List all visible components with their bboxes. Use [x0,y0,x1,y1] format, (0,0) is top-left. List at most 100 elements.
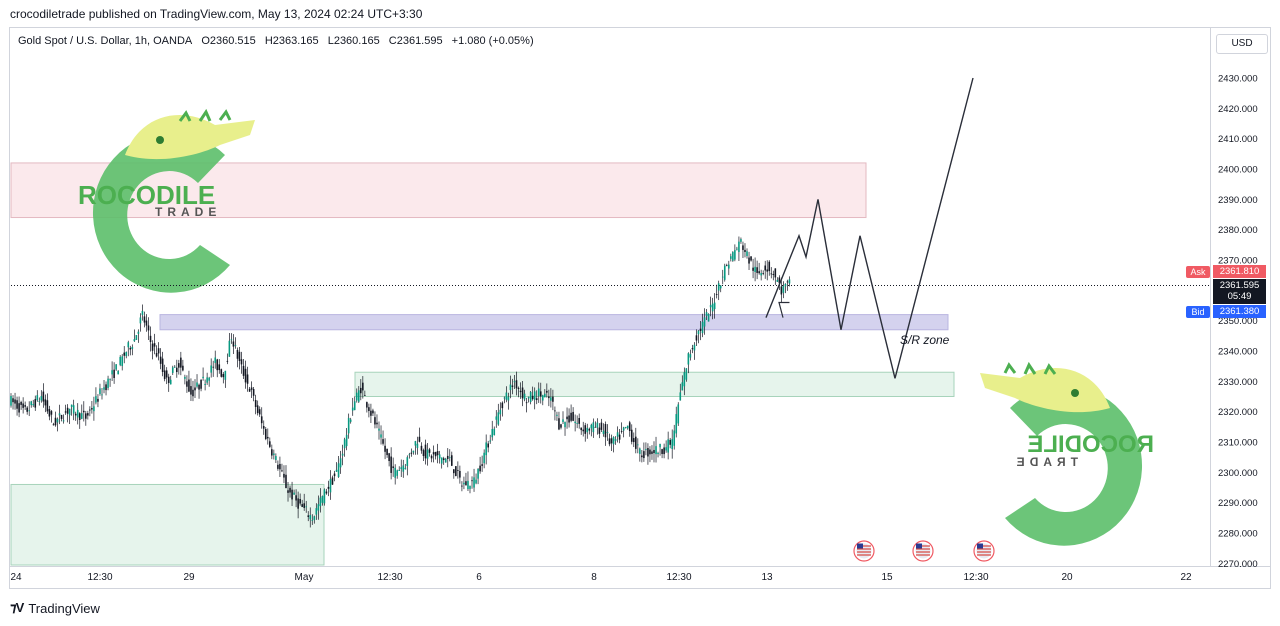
y-tick-label: 2330.000 [1218,377,1258,388]
candle-up [234,345,237,346]
candle-down [283,473,285,478]
candle-down [766,269,769,272]
x-tick-label: 22 [1180,572,1192,583]
candle-down [250,387,253,390]
flag-canton [916,543,922,549]
candle-down [297,498,299,509]
candle-down [515,380,518,389]
candle-up [70,404,73,407]
candle-down [582,429,585,432]
candle-down [242,365,245,376]
candle-down [232,341,235,347]
bid-price-tag: 2361.380 [1213,305,1266,318]
candle-up [62,420,65,422]
candle-up [101,394,103,396]
candle-down [301,504,303,507]
flag-canton [857,543,863,549]
candle-up [111,370,113,375]
candle-up [448,457,451,459]
candle-down [16,400,18,409]
symbol-change: +1.080 (+0.05%) [451,35,534,47]
us-flag-event [853,540,875,562]
candle-down [277,464,279,469]
candle-up [121,356,124,366]
candle-down [420,445,423,451]
symbol-close: C2361.595 [388,35,443,47]
candle-down [742,245,744,250]
candle-down [246,374,249,384]
candle-down [192,389,194,397]
x-tick-label: May [295,572,314,583]
candle-up [406,457,409,466]
candle-up [503,397,506,399]
candle-up [541,395,544,401]
candle-down [651,451,653,454]
candle-up [732,252,734,261]
candle-down [594,426,597,428]
candle-up [659,443,661,448]
candle-down [434,451,437,457]
candle-down [572,411,574,421]
candle-down [262,426,265,429]
candle-up [32,403,35,406]
candle-up [485,442,487,456]
candle-down [370,410,372,416]
candle-down [42,391,45,402]
candle-down [303,503,305,508]
candle-down [744,249,746,253]
candle-up [622,427,625,431]
candle-up [414,441,417,446]
candle-down [487,443,489,448]
candle-down [558,418,560,430]
x-tick-label: 24 [10,572,22,583]
candle-up [469,485,471,489]
candle-up [40,396,43,401]
y-tick-label: 2290.000 [1218,498,1258,509]
candle-down [212,366,214,368]
candle-up [404,467,407,470]
tradingview-brand[interactable]: TradingView [28,600,100,616]
candle-down [770,273,773,275]
flag-canton [977,543,983,549]
candle-up [345,434,348,447]
candle-up [612,436,615,445]
candle-down [48,409,51,417]
candle-down [778,277,781,284]
bar-countdown: 05:49 [1227,291,1252,302]
candle-down [190,386,192,395]
candle-up [788,279,791,284]
footer: ⁊V TradingView [10,600,100,616]
x-tick-label: 6 [476,572,482,583]
candle-down [333,473,336,477]
candle-down [264,429,267,440]
candle-up [683,372,686,387]
candle-down [85,413,87,419]
candle-down [362,382,364,391]
candle-down [44,399,47,406]
candle-up [317,504,320,511]
projection-path [765,77,974,379]
candle-down [390,456,392,473]
candle-down [66,407,69,414]
x-tick-label: 20 [1061,572,1073,583]
candle-down [669,439,671,445]
candle-down [129,347,132,350]
candle-down [649,449,651,455]
candle-down [153,343,156,347]
candle-up [495,416,498,420]
candle-up [681,382,684,391]
candle-down [661,449,663,454]
currency-button[interactable]: USD [1216,34,1268,54]
candle-up [309,514,312,520]
candle-up [776,279,779,282]
symbol-name: Gold Spot / U.S. Dollar, 1h, OANDA [18,35,193,47]
candle-up [626,425,629,429]
candle-up [293,492,295,495]
candle-up [398,470,401,471]
candle-up [353,401,356,411]
candle-down [372,410,374,414]
candle-up [483,452,485,464]
candle-down [764,265,767,271]
